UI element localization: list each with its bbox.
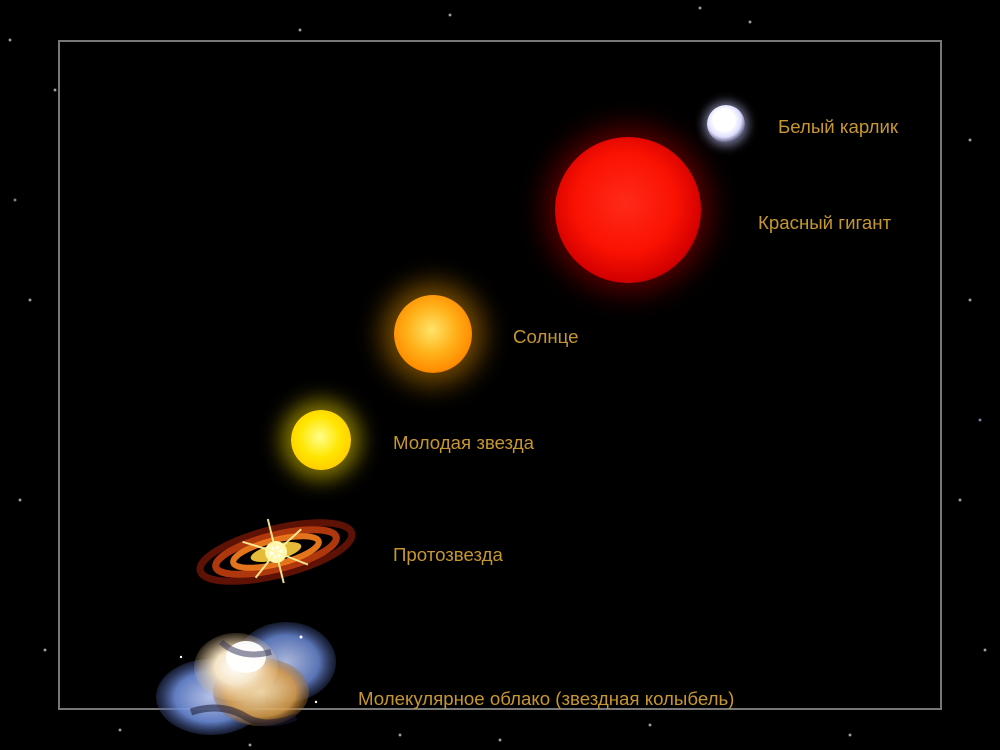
sun-label: Солнце [513,326,578,348]
young-star-label: Молодая звезда [393,432,534,454]
white-dwarf-label: Белый карлик [778,116,898,138]
young-star-icon [291,410,351,470]
molecular-cloud-icon [151,602,341,742]
sun-icon [394,295,472,373]
red-giant-label: Красный гигант [758,212,891,234]
figure-root: Белый карлик Красный гигант Солнце Молод… [0,0,1000,750]
diagram-panel: Белый карлик Красный гигант Солнце Молод… [58,40,942,710]
molecular-cloud-label: Молекулярное облако (звездная колыбель) [358,688,734,710]
protostar-label: Протозвезда [393,544,503,566]
protostar-icon [191,507,361,597]
white-dwarf-icon [707,105,745,143]
red-giant-icon [555,137,701,283]
